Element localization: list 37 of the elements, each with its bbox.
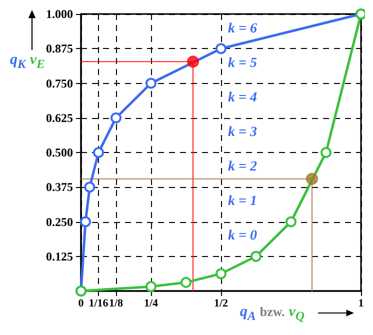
- annotation: k = 4: [228, 90, 257, 106]
- y-tick-label: 0.625: [46, 110, 73, 125]
- point: [146, 281, 156, 292]
- y-tick-label: 0.375: [46, 180, 73, 194]
- point: [216, 268, 226, 280]
- x-tick-label: 1/8: [108, 298, 124, 310]
- point: [84, 182, 96, 193]
- point: [80, 216, 91, 228]
- x-tick-label: 1/4: [144, 298, 159, 310]
- x-tick-label: 1/2: [214, 298, 229, 310]
- point: [306, 172, 318, 185]
- point: [286, 216, 296, 228]
- y-tick-label: 0.750: [46, 76, 73, 90]
- point: [187, 56, 199, 68]
- y-tick-label: 1.000: [46, 7, 73, 21]
- point: [146, 78, 156, 89]
- x-tick-label: 1: [358, 298, 364, 310]
- annotation: k = 1: [228, 194, 257, 209]
- point: [110, 112, 122, 124]
- y-axis-title: q$_{K}$ v$_{E}$: [10, 52, 45, 71]
- y-tick-label: 0.250: [46, 214, 73, 229]
- x-tick-label: 0: [78, 298, 84, 310]
- point: [216, 43, 226, 54]
- annotation: k = 5: [228, 56, 257, 71]
- annotation: k = 2: [228, 160, 257, 174]
- y-tick-label: 0.875: [46, 42, 73, 56]
- annotation: k = 3: [228, 125, 257, 140]
- x-tick-label: 1/16: [88, 298, 109, 310]
- y-tick-label: 0.500: [46, 146, 73, 160]
- point: [93, 147, 104, 158]
- point: [250, 250, 262, 262]
- annotation: k = 0: [228, 228, 257, 244]
- x-axis-title: q$_{A}$ bzw. v$_{Q}$: [240, 304, 304, 323]
- point: [320, 147, 332, 158]
- y-tick-label: 0.125: [46, 249, 73, 264]
- point: [180, 276, 192, 288]
- annotation: k = 6: [228, 22, 257, 36]
